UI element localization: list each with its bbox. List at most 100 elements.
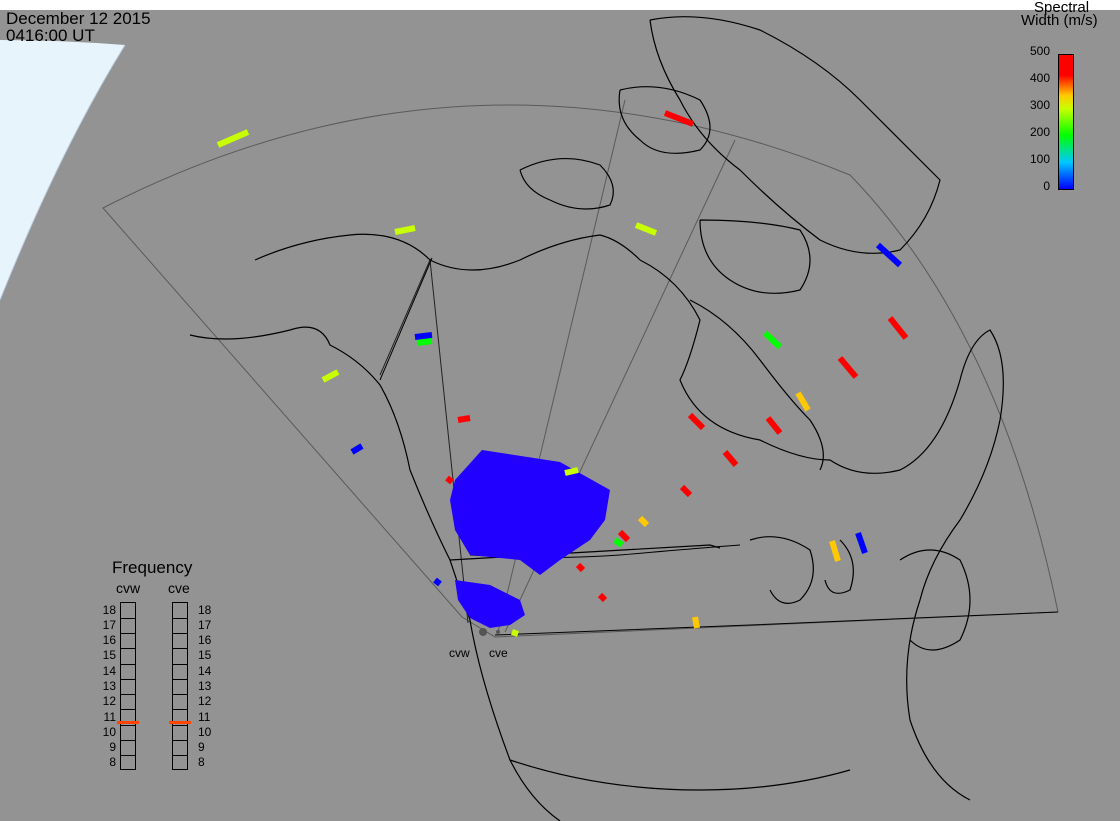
station-marker-cvw [479,628,487,636]
frequency-cell-divider [173,633,187,635]
radar-echoes-main [450,450,610,628]
frequency-level-label: 11 [198,709,211,724]
frequency-marker [169,721,191,725]
frequency-cell-divider [173,678,187,680]
frequency-level-label: 16 [102,633,116,648]
fov-outline [102,104,1059,638]
radar-gate-segment [687,412,706,431]
frequency-cell-divider [121,648,135,650]
frequency-level-label: 13 [102,679,116,693]
frequency-level-label: 13 [198,679,212,693]
frequency-cell-divider [173,694,187,696]
frequency-level-label: 12 [102,694,116,709]
frequency-cell-divider [173,724,187,726]
frequency-cell-divider [121,709,135,711]
colorbar-gradient [1058,54,1074,190]
colorbar-title-line2: Width (m/s) [1021,12,1098,29]
frequency-cell-divider [121,755,135,757]
frequency-level-label: 14 [198,663,212,678]
frequency-cell-divider [121,617,135,619]
radar-gate-segment [634,222,658,236]
radar-gate-segment [875,242,903,268]
frequency-title: Frequency [112,558,193,577]
radar-gate-segment [394,225,416,235]
radar-gate-segment [637,515,650,528]
frequency-level-label: 8 [198,755,205,770]
frequency-column-cve [169,602,191,770]
radar-gate-segment [887,316,909,340]
radar-gate-segment [416,338,433,346]
frequency-level-label: 15 [198,648,212,663]
frequency-cell-divider [121,633,135,635]
frequency-level-label: 10 [102,724,116,739]
frequency-level-label: 11 [103,709,116,724]
radar-gate-segment [795,391,811,412]
terminator-curve [0,44,126,301]
station-label-cvw: cvw [449,646,470,660]
frequency-cell-divider [173,755,187,757]
station-label-cve: cve [489,646,508,660]
colorbar-tick: 0 [1043,179,1050,193]
radar-gate-segment [613,537,624,548]
frequency-level-label: 18 [102,602,116,617]
frequency-column-cvw [117,602,139,770]
time-label: 0416:00 UT [6,26,95,45]
radar-gate-segment [216,129,250,148]
top-white-band [0,0,1120,10]
frequency-cell-divider [121,739,135,741]
radar-gate-segment [445,475,454,485]
frequency-level-label: 16 [198,633,212,648]
frequency-level-label: 14 [102,663,116,678]
radar-gate-segment [855,532,868,554]
radar-gate-segment [575,562,586,573]
frequency-cell-divider [121,678,135,680]
frequency-level-label: 10 [198,724,212,739]
frequency-level-label: 9 [109,740,116,755]
radar-gate-segment [511,629,519,637]
station-marker-cve [496,630,500,634]
radar-gate-segment [414,332,433,340]
radar-gate-segment [829,540,841,562]
frequency-level-label: 17 [102,617,116,632]
radar-gate-segment [762,330,783,350]
radar-gate-segment [837,356,859,379]
colorbar-tick: 400 [1029,71,1050,85]
frequency-cell-divider [173,663,187,665]
radar-gate-segment [663,110,695,127]
frequency-marker [117,721,139,725]
frequency-cell-divider [173,648,187,650]
daylight-region [0,40,125,300]
colorbar-title-line1: Spectral [1034,0,1090,16]
radar-gate-segment [765,416,783,435]
border-lines [379,257,1059,636]
frequency-radar-label: cve [168,580,190,596]
date-label: December 12 2015 [6,9,151,28]
colorbar-tick: 200 [1029,125,1050,139]
radar-gate-segment [597,592,608,603]
radar-gate-segment [350,443,364,455]
frequency-level-label: 8 [109,755,116,770]
radar-gate-segment [692,616,700,629]
frequency-cell-divider [121,694,135,696]
frequency-cell-divider [121,724,135,726]
radar-gate-segment [433,577,442,587]
frequency-level-label: 17 [198,617,212,632]
radar-gates [216,110,909,637]
frequency-cell-divider [173,739,187,741]
frequency-level-label: 9 [198,740,205,755]
frequency-level-label: 12 [198,694,212,709]
frequency-cell-divider [173,617,187,619]
radar-gate-segment [679,484,693,498]
coastlines [189,16,1004,821]
frequency-cell-divider [121,663,135,665]
frequency-level-label: 18 [198,602,212,617]
radar-gate-segment [564,467,579,476]
colorbar-tick: 100 [1029,152,1050,166]
frequency-radar-label: cvw [116,580,141,596]
radar-gate-segment [722,450,739,467]
frequency-level-label: 15 [102,648,116,663]
fov-beam-boundary [379,258,469,624]
radar-gate-segment [321,369,340,383]
